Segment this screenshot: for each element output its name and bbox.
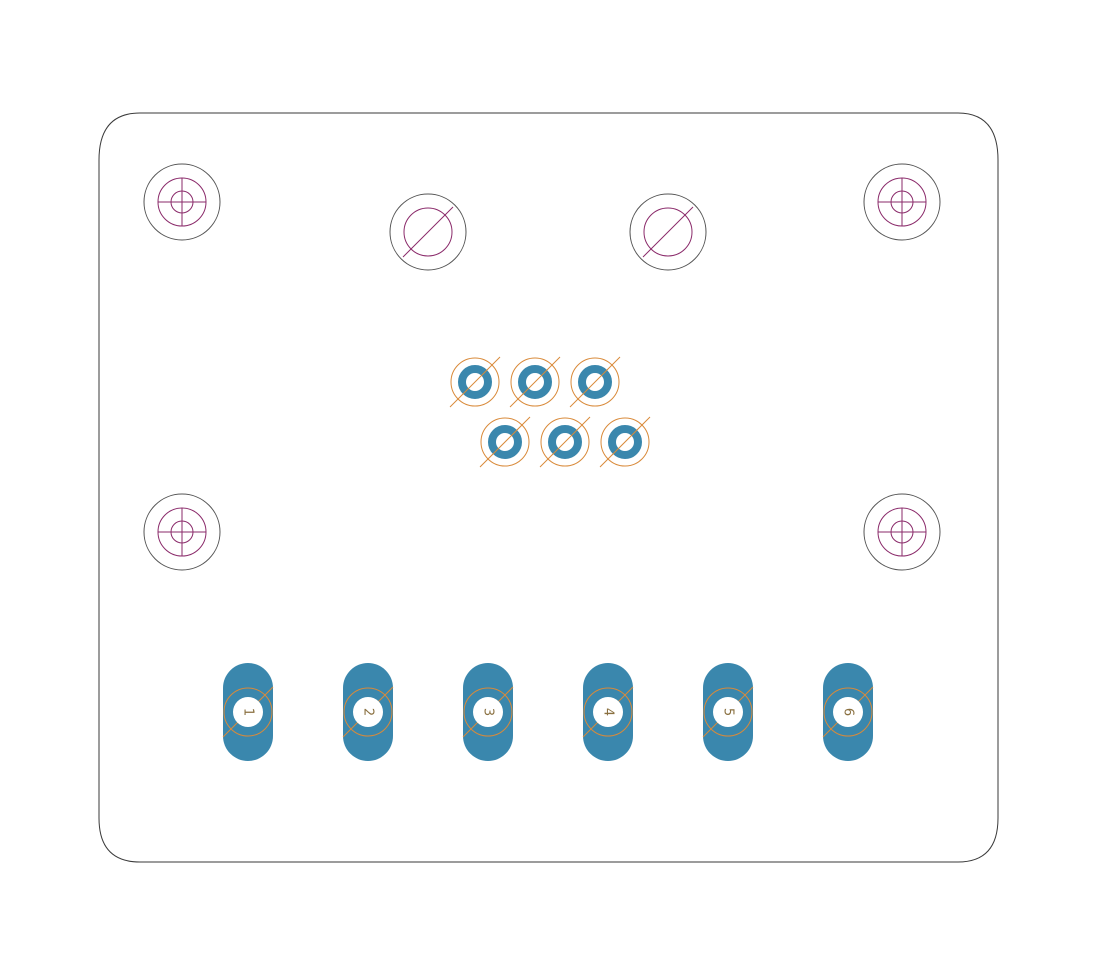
ring-icon: [458, 365, 492, 399]
ring-icon: [488, 425, 522, 459]
mounting-hole-bottom-left: [143, 493, 221, 571]
mounting-hole-bottom-right: [863, 493, 941, 571]
via: [599, 416, 651, 468]
ring-icon: [608, 425, 642, 459]
pad-1: 1: [222, 663, 274, 761]
via: [479, 416, 531, 468]
ring-icon: [518, 365, 552, 399]
pad-5: 5: [702, 663, 754, 761]
pad-label: 1: [241, 708, 256, 716]
pad-6: 6: [822, 663, 874, 761]
pad-label: 2: [361, 708, 376, 716]
mounting-hole-top-right: [863, 163, 941, 241]
standoff-hole-left: [389, 193, 467, 271]
via: [539, 416, 591, 468]
ring-icon: [578, 365, 612, 399]
pad-label: 3: [481, 708, 496, 716]
slashed-circle-icon: [643, 207, 693, 257]
pad-label: 4: [601, 708, 616, 716]
pad-4: 4: [582, 663, 634, 761]
pad-label: 5: [721, 708, 736, 716]
slashed-circle-icon: [403, 207, 453, 257]
standoff-hole-right: [629, 193, 707, 271]
via: [509, 356, 561, 408]
board-outline: [98, 112, 999, 863]
via: [569, 356, 621, 408]
pad-label: 6: [841, 708, 856, 716]
via: [449, 356, 501, 408]
pad-2: 2: [342, 663, 394, 761]
ring-icon: [548, 425, 582, 459]
mounting-hole-top-left: [143, 163, 221, 241]
pad-3: 3: [462, 663, 514, 761]
